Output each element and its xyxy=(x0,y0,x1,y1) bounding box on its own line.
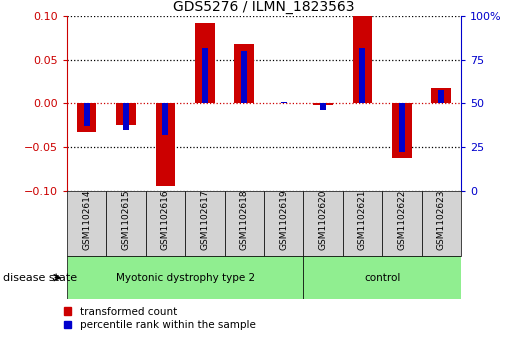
Bar xyxy=(422,191,461,256)
Text: GSM1102623: GSM1102623 xyxy=(437,190,445,250)
Title: GDS5276 / ILMN_1823563: GDS5276 / ILMN_1823563 xyxy=(173,0,355,14)
Bar xyxy=(359,48,365,103)
Text: GSM1102615: GSM1102615 xyxy=(122,189,130,250)
Bar xyxy=(77,103,96,132)
Bar xyxy=(67,191,107,256)
Text: GSM1102622: GSM1102622 xyxy=(398,190,406,250)
Text: GSM1102620: GSM1102620 xyxy=(319,190,328,250)
Bar xyxy=(320,103,326,110)
Bar xyxy=(303,191,343,256)
Legend: transformed count, percentile rank within the sample: transformed count, percentile rank withi… xyxy=(62,305,258,332)
Bar xyxy=(107,191,146,256)
Bar xyxy=(242,51,247,103)
Bar xyxy=(185,191,225,256)
Bar xyxy=(225,191,264,256)
Bar xyxy=(146,191,185,256)
Bar xyxy=(156,103,175,186)
Text: GSM1102617: GSM1102617 xyxy=(200,189,209,250)
Text: disease state: disease state xyxy=(3,273,77,283)
Bar xyxy=(163,103,168,135)
Bar xyxy=(313,103,333,105)
Text: GSM1102616: GSM1102616 xyxy=(161,189,170,250)
Bar xyxy=(382,191,421,256)
Bar xyxy=(392,103,411,158)
Text: GSM1102621: GSM1102621 xyxy=(358,190,367,250)
Text: GSM1102618: GSM1102618 xyxy=(240,189,249,250)
Bar xyxy=(84,103,90,126)
Bar xyxy=(264,191,303,256)
Bar xyxy=(67,256,303,299)
Bar xyxy=(343,191,382,256)
Bar xyxy=(353,16,372,103)
Text: GSM1102614: GSM1102614 xyxy=(82,190,91,250)
Text: control: control xyxy=(364,273,400,283)
Text: Myotonic dystrophy type 2: Myotonic dystrophy type 2 xyxy=(115,273,255,283)
Bar xyxy=(281,102,286,103)
Bar xyxy=(303,256,461,299)
Bar xyxy=(123,103,129,130)
Bar xyxy=(202,48,208,103)
Text: GSM1102619: GSM1102619 xyxy=(279,189,288,250)
Bar xyxy=(438,90,444,103)
Bar xyxy=(399,103,405,152)
Bar xyxy=(195,23,215,103)
Bar xyxy=(116,103,136,125)
Bar xyxy=(432,88,451,103)
Bar xyxy=(234,44,254,103)
